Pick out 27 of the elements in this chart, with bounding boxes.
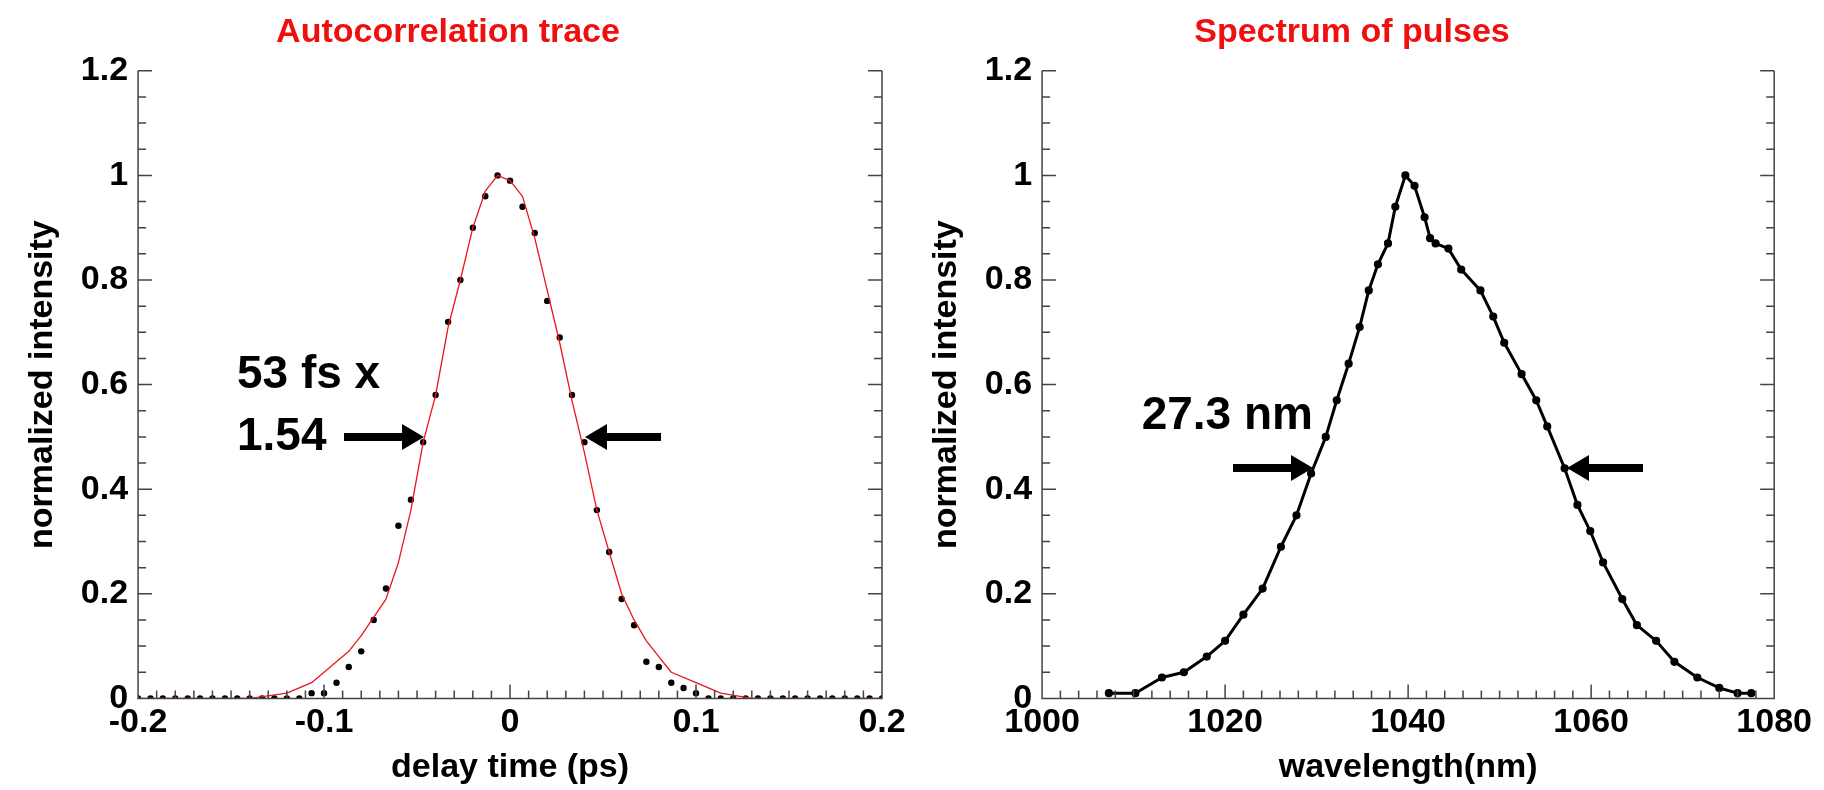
x-tick-label: -0.1 <box>294 701 354 740</box>
y-tick-label: 1 <box>1013 153 1033 192</box>
x-tick-label: 0.2 <box>858 701 906 740</box>
y-tick-label: 0.4 <box>984 467 1033 506</box>
annotation: 53 fs x 1.54 <box>236 345 381 460</box>
x-tick-label: 1020 <box>1187 701 1263 740</box>
y-axis-title: normalized intensity <box>924 220 963 549</box>
y-tick-label: 1.2 <box>80 49 129 88</box>
y-tick-label: 0.6 <box>80 362 129 401</box>
chart-title: Autocorrelation trace <box>276 10 620 49</box>
y-tick-label: 0.2 <box>984 572 1033 611</box>
y-tick-label: 0.4 <box>80 467 129 506</box>
y-axis-title: normalized intensity <box>20 220 59 549</box>
x-tick-label: 0.1 <box>672 701 720 740</box>
y-tick-label: 0.8 <box>984 258 1033 297</box>
x-tick-label: 1040 <box>1370 701 1446 740</box>
x-axis-title: wavelength(nm) <box>1277 745 1538 784</box>
x-tick-label: 0 <box>500 701 520 740</box>
y-tick-label: 1 <box>109 153 129 192</box>
y-tick-label: 0.2 <box>80 572 129 611</box>
x-tick-label: 1060 <box>1553 701 1629 740</box>
x-tick-label: 1080 <box>1736 701 1812 740</box>
y-tick-label: 1.2 <box>984 49 1033 88</box>
chart-title: Spectrum of pulses <box>1194 10 1510 49</box>
x-axis-title: delay time (ps) <box>390 745 630 784</box>
y-tick-label: 0.6 <box>984 362 1033 401</box>
y-tick-label: 0.8 <box>80 258 129 297</box>
